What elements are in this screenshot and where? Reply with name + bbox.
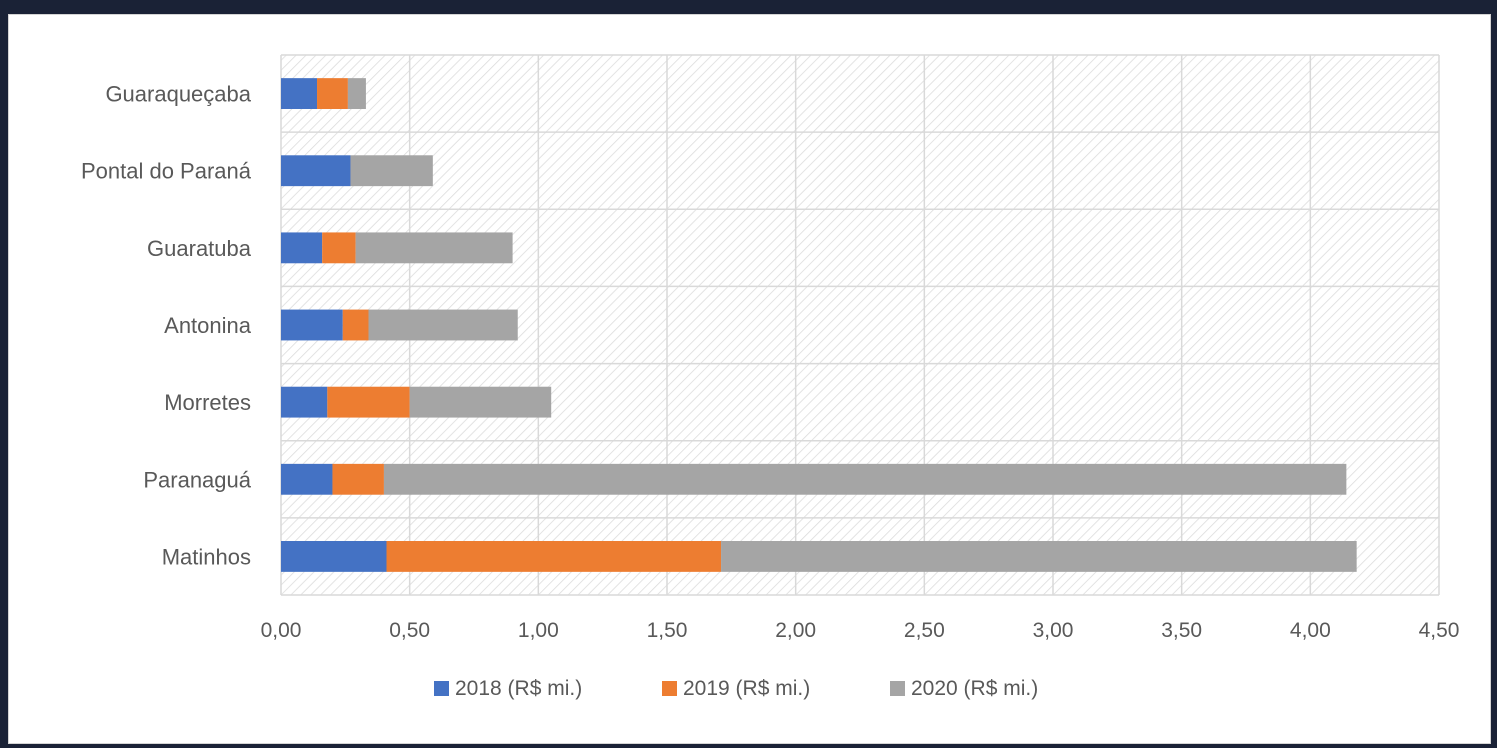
bar-matinhos-1 <box>386 541 722 572</box>
bar-guaraqueçaba-1 <box>317 78 348 109</box>
bars <box>281 78 1357 572</box>
legend-label-1: 2019 (R$ mi.) <box>683 677 810 700</box>
category-label: Guaratuba <box>147 236 252 261</box>
bar-guaratuba-2 <box>355 232 513 264</box>
x-tick-label: 1,50 <box>647 619 688 642</box>
x-tick-label: 4,50 <box>1419 619 1460 642</box>
bar-paranaguá-0 <box>281 463 333 495</box>
bar-guaratuba-1 <box>322 232 356 264</box>
category-label: Paranaguá <box>143 467 251 492</box>
category-label: Matinhos <box>162 544 251 569</box>
bar-pontal-do-paraná-0 <box>281 155 351 187</box>
x-tick-label: 1,00 <box>518 619 559 642</box>
bar-matinhos-2 <box>721 541 1357 572</box>
x-tick-label: 0,00 <box>261 619 302 642</box>
grid-lines <box>280 54 1440 596</box>
category-label: Morretes <box>164 390 251 415</box>
stacked-bar-chart: Matinhos Paranaguá Morretes Antonina Guaratu… <box>81 54 1460 700</box>
bar-morretes-2 <box>409 386 552 418</box>
bar-guaraqueçaba-2 <box>347 78 366 109</box>
bar-morretes-1 <box>327 386 410 418</box>
value-axis: 0,00 0,50 1,00 1,50 2,00 2,50 3,00 3,50 4,00 4,50 <box>261 619 1460 642</box>
bar-guaraqueçaba-0 <box>281 78 318 109</box>
bar-antonina-0 <box>281 309 343 341</box>
bar-matinhos-0 <box>281 541 387 572</box>
category-axis: Matinhos Paranaguá Morretes Antonina Guaratu… <box>81 82 252 570</box>
x-tick-label: 2,50 <box>904 619 945 642</box>
legend-swatch-2 <box>890 681 905 696</box>
x-tick-label: 3,50 <box>1161 619 1202 642</box>
x-tick-label: 2,00 <box>775 619 816 642</box>
legend-label-2: 2020 (R$ mi.) <box>911 677 1038 700</box>
category-label: Antonina <box>164 313 252 338</box>
bar-antonina-1 <box>342 309 369 341</box>
legend-swatch-1 <box>662 681 677 696</box>
bar-morretes-0 <box>281 386 328 418</box>
legend-label-0: 2018 (R$ mi.) <box>455 677 582 700</box>
category-label: Pontal do Paraná <box>81 159 252 184</box>
chart-frame: Matinhos Paranaguá Morretes Antonina Guaratu… <box>8 14 1491 744</box>
legend: 2018 (R$ mi.) 2019 (R$ mi.) 2020 (R$ mi.) <box>434 677 1038 700</box>
legend-swatch-0 <box>434 681 449 696</box>
bar-paranaguá-1 <box>332 463 384 495</box>
category-label: Guaraqueçaba <box>105 82 251 107</box>
x-tick-label: 3,00 <box>1033 619 1074 642</box>
bar-pontal-do-paraná-2 <box>350 155 433 187</box>
bar-guaratuba-0 <box>281 232 323 264</box>
bar-paranaguá-2 <box>383 463 1347 495</box>
x-tick-label: 0,50 <box>389 619 430 642</box>
x-tick-label: 4,00 <box>1290 619 1331 642</box>
bar-antonina-2 <box>368 309 518 341</box>
